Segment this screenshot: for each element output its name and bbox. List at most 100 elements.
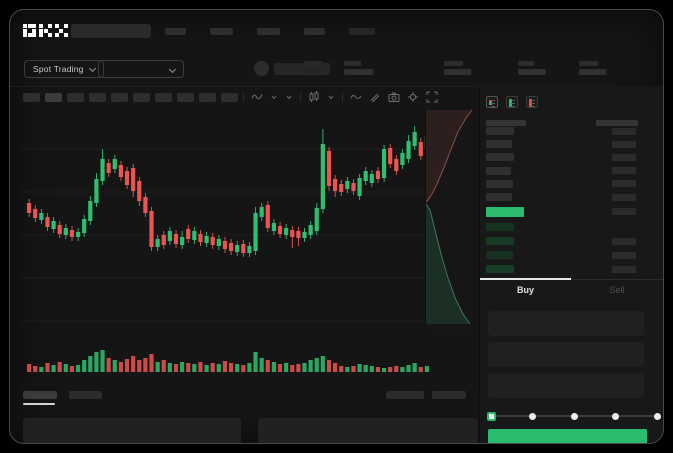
nav-item-placeholder[interactable] xyxy=(349,28,375,35)
active-tab-underline xyxy=(23,403,55,405)
ask-row-price[interactable] xyxy=(486,153,514,162)
chevron-down-icon[interactable] xyxy=(327,93,335,101)
timeframe-button[interactable] xyxy=(221,93,238,102)
depth-chart[interactable] xyxy=(425,108,480,330)
settings-gear-icon[interactable] xyxy=(407,91,419,103)
ask-row-amount xyxy=(612,180,636,188)
nav-item-placeholder[interactable] xyxy=(304,28,325,35)
ask-row-amount xyxy=(612,167,636,175)
candle-type-icon[interactable] xyxy=(308,91,320,103)
chevron-down-icon[interactable] xyxy=(285,93,293,101)
slider-step-dot[interactable] xyxy=(529,412,536,420)
slider-step-dot[interactable] xyxy=(653,412,661,420)
divider xyxy=(300,92,301,102)
search-input[interactable] xyxy=(71,24,151,38)
last-price-bar[interactable] xyxy=(486,207,524,217)
bid-row-price[interactable] xyxy=(486,237,514,245)
divider xyxy=(243,92,244,102)
nav-item-placeholder[interactable] xyxy=(210,28,233,35)
book-asks-only-icon[interactable] xyxy=(526,96,538,108)
ob-header-amount xyxy=(596,120,638,126)
submit-order-button[interactable] xyxy=(488,429,647,443)
top-navbar: OKX xyxy=(10,10,663,52)
bottom-tab[interactable] xyxy=(23,391,57,399)
bottom-tab[interactable] xyxy=(69,391,102,399)
tab-buy[interactable]: Buy xyxy=(516,285,534,295)
coin-icon xyxy=(254,61,269,76)
slider-step-dot[interactable] xyxy=(570,412,578,420)
stat-value-placeholder xyxy=(344,69,373,75)
nav-menu xyxy=(165,28,375,35)
chart-style-wave-icon[interactable] xyxy=(251,91,263,103)
timeframe-button[interactable] xyxy=(45,93,62,102)
order-input-placeholder[interactable] xyxy=(488,342,644,367)
order-panel: Buy Sell xyxy=(480,86,663,443)
market-header: Spot Trading xyxy=(10,52,663,87)
stat-label-placeholder xyxy=(344,61,361,66)
timeframe-button[interactable] xyxy=(89,93,106,102)
fullscreen-icon[interactable] xyxy=(426,91,438,103)
logo-letter-o xyxy=(23,24,37,38)
chevron-down-icon xyxy=(88,64,96,73)
history-table-placeholder xyxy=(258,418,478,443)
ask-row-price[interactable] xyxy=(486,179,513,188)
book-split-icon[interactable] xyxy=(486,96,498,108)
bid-row-price[interactable] xyxy=(486,251,513,259)
timeframe-button[interactable] xyxy=(155,93,172,102)
stat-label-placeholder xyxy=(579,61,598,66)
nav-item-placeholder[interactable] xyxy=(257,28,280,35)
bottom-tabs xyxy=(23,391,102,399)
timeframe-button[interactable] xyxy=(111,93,128,102)
chevron-down-icon[interactable] xyxy=(270,93,278,101)
last-price-amount xyxy=(612,208,636,215)
ask-row-price[interactable] xyxy=(486,140,512,149)
ask-row-price[interactable] xyxy=(486,166,511,175)
bottom-actions xyxy=(386,391,466,399)
ask-row-price[interactable] xyxy=(486,193,512,201)
timeframe-button[interactable] xyxy=(133,93,150,102)
order-input-placeholder[interactable] xyxy=(488,311,644,336)
orders-table-placeholder xyxy=(23,418,241,443)
bid-row-amount xyxy=(612,237,636,245)
book-bids-only-icon[interactable] xyxy=(506,96,518,108)
divider xyxy=(342,92,343,102)
panel-divider xyxy=(479,86,480,443)
bottom-action-placeholder[interactable] xyxy=(432,391,466,399)
bottom-action-placeholder[interactable] xyxy=(386,391,424,399)
chart-tools xyxy=(243,90,438,104)
orderbook-view-switch xyxy=(486,96,538,108)
timeframe-button[interactable] xyxy=(177,93,194,102)
buy-tab-underline xyxy=(480,278,571,280)
volume-chart xyxy=(27,350,429,372)
timeframe-button[interactable] xyxy=(67,93,84,102)
okx-logo[interactable]: OKX xyxy=(23,24,69,38)
bid-row-price[interactable] xyxy=(486,265,514,273)
candlestick-chart[interactable] xyxy=(23,108,431,338)
bid-row-amount xyxy=(612,251,636,259)
slider-handle[interactable] xyxy=(486,411,496,421)
timeframe-button[interactable] xyxy=(23,93,40,102)
price-change-pct-placeholder xyxy=(304,69,317,73)
ask-row-price[interactable] xyxy=(486,127,514,135)
stat-group xyxy=(444,61,471,75)
stat-value-placeholder xyxy=(444,69,471,75)
ob-header-price xyxy=(486,120,526,126)
bid-row-amount xyxy=(612,265,636,273)
tab-sell[interactable]: Sell xyxy=(609,285,625,295)
ask-row-amount xyxy=(612,127,636,135)
camera-icon[interactable] xyxy=(388,91,400,103)
pair-selector-dropdown[interactable] xyxy=(98,60,184,78)
indicators-wave-icon[interactable] xyxy=(350,91,362,103)
order-input-placeholder[interactable] xyxy=(488,373,644,398)
ask-row-amount xyxy=(612,153,636,161)
bid-row-price[interactable] xyxy=(486,223,514,231)
timeframe-button[interactable] xyxy=(199,93,216,102)
slider-step-dot[interactable] xyxy=(612,412,619,420)
logo-letter-k xyxy=(38,24,53,38)
nav-item-placeholder[interactable] xyxy=(165,28,186,35)
draw-compare-icon[interactable] xyxy=(369,91,381,103)
stat-label-placeholder xyxy=(518,61,534,66)
chart-toolbar xyxy=(10,86,479,108)
market-type-dropdown[interactable]: Spot Trading xyxy=(24,60,104,78)
